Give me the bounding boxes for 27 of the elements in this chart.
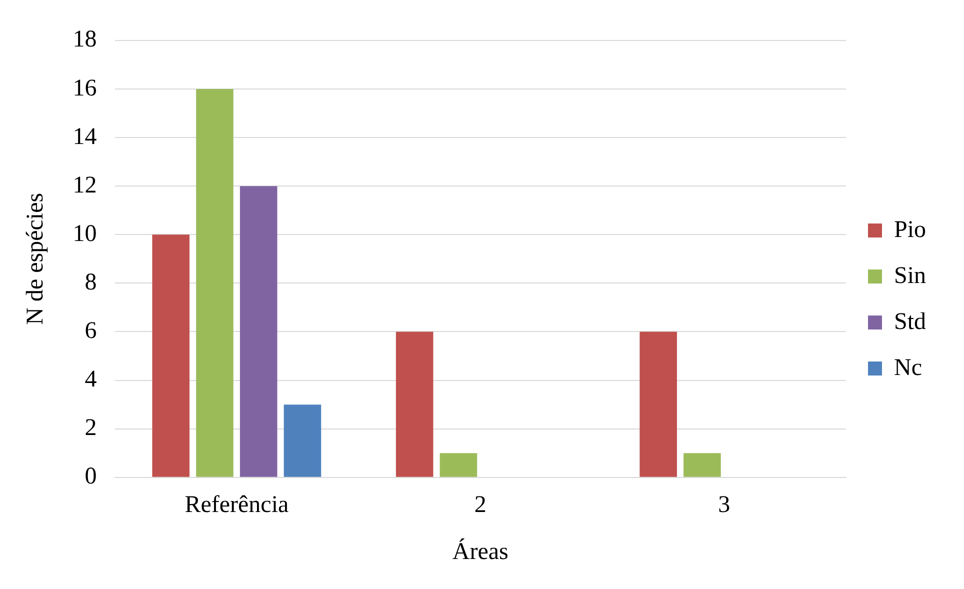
legend-label: Nc bbox=[894, 354, 922, 381]
y-tick-label: 8 bbox=[84, 269, 97, 296]
x-tick-label: 2 bbox=[474, 492, 486, 518]
bar bbox=[152, 234, 190, 477]
bar bbox=[684, 453, 721, 477]
y-tick-label: 10 bbox=[72, 220, 97, 247]
bar bbox=[440, 453, 478, 477]
bar bbox=[284, 404, 322, 477]
x-tick-label: Referência bbox=[184, 492, 289, 518]
y-tick-label: 14 bbox=[72, 124, 97, 150]
bar bbox=[196, 88, 234, 477]
bar bbox=[240, 186, 278, 477]
y-tick-label: 4 bbox=[84, 366, 97, 393]
legend-label: Pio bbox=[894, 216, 926, 243]
legend-label: Sin bbox=[894, 262, 926, 289]
y-tick-label: 18 bbox=[72, 26, 97, 53]
x-tick-label: 3 bbox=[718, 492, 730, 518]
bar bbox=[396, 332, 434, 477]
y-axis-title: N de espécies bbox=[22, 192, 49, 325]
bar bbox=[640, 332, 677, 477]
y-tick-label: 2 bbox=[84, 415, 97, 442]
y-tick-label: 12 bbox=[72, 172, 97, 198]
y-tick-label: 16 bbox=[72, 75, 97, 102]
x-axis-title: Áreas bbox=[452, 538, 508, 565]
legend-label: Std bbox=[894, 308, 926, 335]
y-tick-label: 6 bbox=[84, 318, 97, 344]
y-tick-label: 0 bbox=[84, 464, 97, 490]
